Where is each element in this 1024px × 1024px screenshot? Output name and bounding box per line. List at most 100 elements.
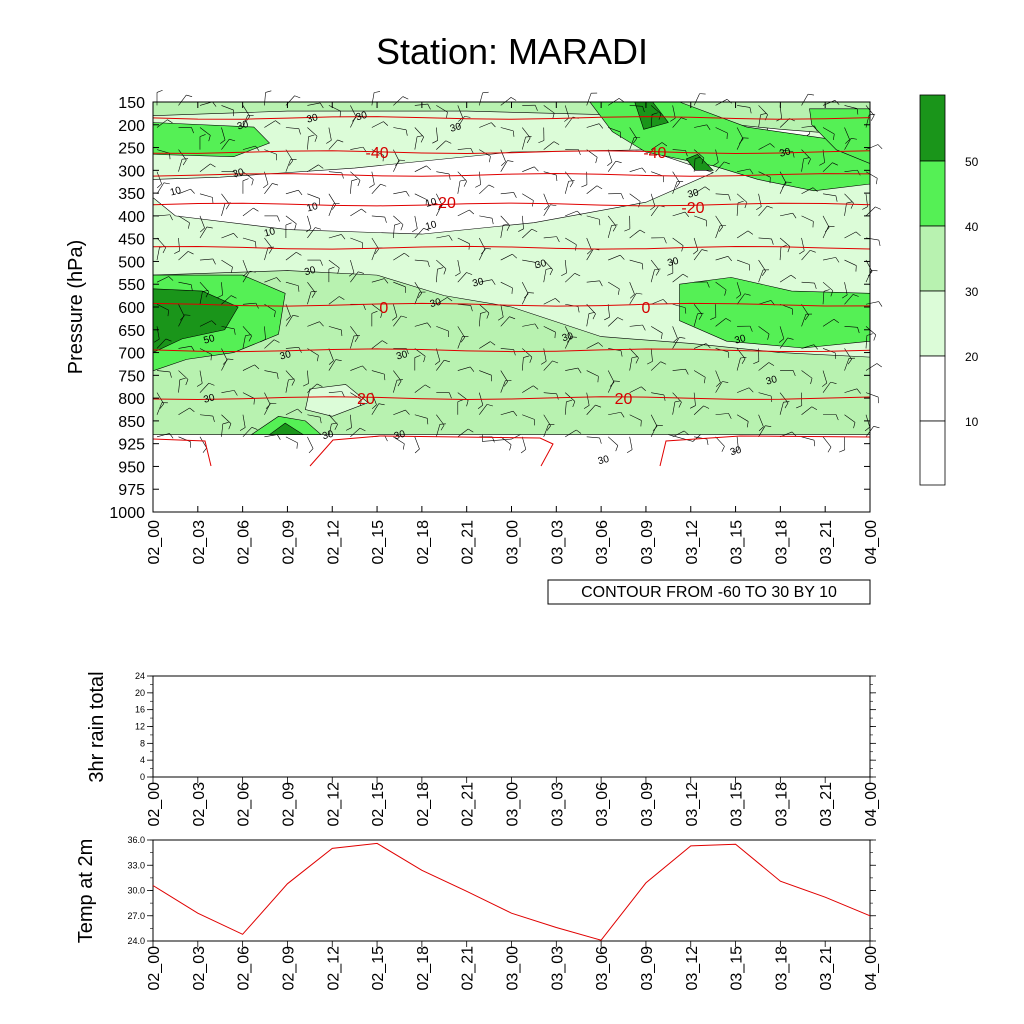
wind-barb-flag [509, 316, 516, 320]
wind-barb-flag [534, 323, 539, 330]
wind-barb-flag [760, 113, 767, 115]
wind-barb [414, 259, 428, 262]
wind-barb-flag [210, 163, 216, 168]
wind-barb [178, 159, 183, 172]
wind-barb-flag [294, 223, 297, 230]
wind-barb [607, 436, 619, 446]
wind-barb [801, 187, 814, 195]
contour-label: 30 [303, 265, 317, 279]
wind-barb-flag [384, 435, 388, 442]
wind-barb [307, 291, 312, 305]
wind-barb-flag [642, 324, 646, 331]
x-tick-label: 03_06 [594, 782, 611, 827]
contour-label: 30 [232, 167, 246, 181]
wind-barb [307, 164, 319, 172]
wind-barb [672, 368, 686, 371]
x-tick-label: 03_09 [639, 520, 656, 565]
wind-barb [586, 93, 592, 106]
contour-label: 30 [686, 187, 700, 201]
temp-contour-line [152, 396, 871, 401]
wind-barb-flag [839, 449, 845, 453]
contour-label: 30 [734, 333, 748, 347]
wind-barb-flag [162, 247, 166, 254]
wind-barb [307, 414, 321, 418]
wind-barb [736, 387, 750, 393]
wind-barb [522, 228, 532, 239]
x-tick-label: 02_09 [280, 782, 297, 827]
wind-barb-flag [856, 388, 861, 394]
wind-barb [586, 123, 600, 128]
wind-barb-flag [864, 426, 870, 432]
contour-label: 30 [534, 258, 548, 272]
wind-barb [801, 250, 811, 261]
wind-barb-flag [402, 443, 405, 450]
x-tick-label: 02_18 [415, 782, 432, 827]
temp-contour-label: -40 [366, 145, 389, 162]
wind-barb [500, 436, 512, 445]
wind-barb-flag [870, 115, 875, 121]
wind-barb [715, 193, 729, 196]
wind-barb [715, 225, 721, 239]
wind-barb-flag [518, 228, 524, 232]
wind-barb-flag [555, 298, 560, 303]
wind-barb [285, 281, 299, 287]
wind-barb [350, 146, 364, 150]
wind-barb [715, 127, 728, 134]
wind-barb-flag [275, 120, 281, 125]
wind-barb [715, 281, 727, 291]
wind-barb-flag [361, 208, 367, 213]
wind-barb [371, 149, 384, 156]
wind-barb [608, 254, 621, 261]
wind-barb [221, 414, 232, 424]
x-tick-label: 03_03 [549, 782, 566, 827]
wind-barb [478, 313, 481, 327]
wind-barb [393, 215, 404, 225]
wind-barb-flag [598, 123, 604, 129]
wind-barb [393, 96, 404, 106]
wind-barb [822, 291, 825, 305]
wind-barb-flag [556, 236, 560, 243]
wind-barb-flag [440, 424, 445, 431]
wind-barb [844, 294, 854, 305]
temp-panel: 24.0 27.0 30.0 33.0 36.0 02_00 02_03 02_06 02_09… [75, 835, 880, 991]
wind-barb-flag [156, 89, 163, 93]
wind-barb [650, 414, 658, 427]
wind-barb [565, 210, 578, 217]
wind-barb-flag [713, 162, 719, 166]
wind-barb-flag [445, 140, 452, 144]
wind-barb [156, 149, 170, 154]
wind-barb [457, 428, 469, 438]
wind-barb [694, 124, 707, 128]
wind-barb [156, 214, 170, 217]
wind-barb-flag [251, 179, 254, 186]
wind-barb-flag [427, 261, 430, 268]
wind-barb-flag [725, 318, 732, 322]
wind-barb-flag [469, 209, 475, 215]
wind-barb-flag [526, 137, 531, 144]
wind-barb-flag [509, 444, 512, 451]
wind-barb [801, 344, 815, 349]
wind-barb [436, 235, 450, 239]
temp-contour-label: -20 [433, 195, 456, 212]
wind-barb-flag [706, 439, 709, 446]
wind-barb-flag [552, 360, 559, 364]
wind-barb-flag [662, 299, 668, 304]
wind-barb-flag [641, 167, 647, 173]
wind-barb [500, 281, 513, 289]
wind-barb [500, 380, 506, 393]
wind-barb [457, 180, 461, 194]
wind-barb-flag [550, 204, 557, 207]
x-tick-label: 02_18 [415, 946, 432, 991]
contour-label: 10 [169, 185, 183, 199]
wind-barb [779, 326, 785, 339]
wind-barb-flag [632, 138, 637, 144]
wind-barb [564, 326, 572, 339]
wind-barb [414, 165, 427, 172]
wind-barb [715, 149, 719, 163]
temp-contour-line [152, 348, 871, 353]
wind-barb-flag [288, 378, 295, 381]
wind-barb [178, 237, 180, 251]
wind-barb [457, 272, 467, 283]
colorbar-swatch [919, 160, 946, 227]
temp-contour-surface-2 [309, 435, 554, 467]
